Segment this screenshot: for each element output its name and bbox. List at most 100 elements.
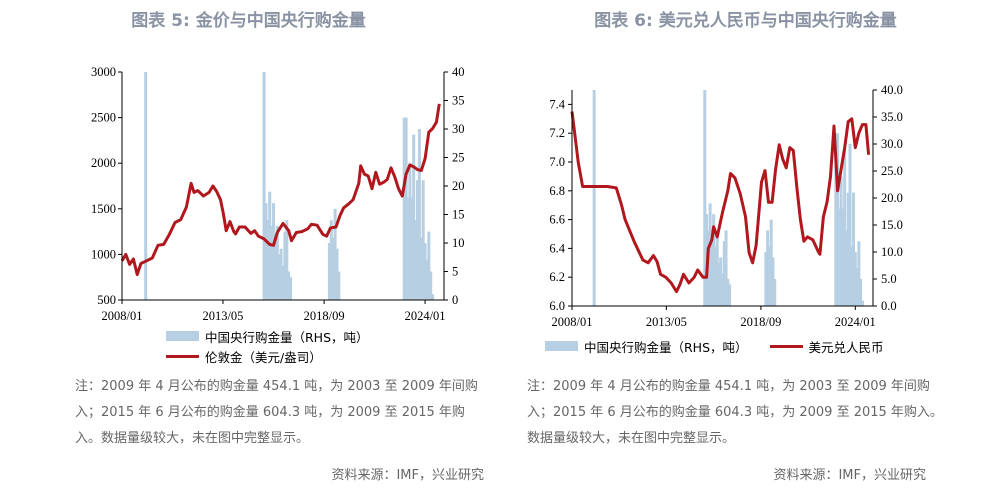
bar-mark: [717, 262, 721, 306]
y-right-tick-label: 40: [452, 65, 465, 79]
y-right-tick-label: 10.0: [881, 245, 903, 259]
legend-swatch-bars: [166, 331, 199, 341]
legend-swatch-line: [769, 344, 803, 348]
y-left-tick-label: 3000: [91, 65, 116, 79]
bar-mark: [724, 230, 728, 306]
y-left-tick-label: 500: [97, 293, 116, 307]
bar-mark: [331, 237, 335, 300]
legend-item-bars: 中国央行购金量（RHS，吨）: [166, 326, 369, 346]
y-left-tick-label: 6.4: [549, 241, 565, 255]
bar-mark: [592, 90, 596, 306]
bar-mark: [275, 225, 279, 300]
chart-title: 图表 5: 金价与中国央行购金量: [131, 11, 366, 31]
bar-mark: [273, 237, 277, 300]
x-tick-label: 2018/09: [304, 309, 345, 323]
y-left-tick-label: 6.0: [549, 299, 565, 313]
bar-mark: [771, 257, 775, 306]
y-right-tick-label: 0.0: [881, 299, 897, 313]
y-right-tick-label: 0: [452, 293, 458, 307]
chart-source: 资料来源：IMF，兴业研究: [773, 468, 926, 483]
chart-note: 注：2009 年 4 月公布的购金量 454.1 吨，为 2003 至 2009…: [527, 379, 943, 446]
bar-mark: [836, 133, 840, 306]
y-right-tick-label: 5: [452, 265, 458, 279]
legend-label-bars: 中国央行购金量（RHS，吨）: [205, 329, 369, 345]
y-left-tick-label: 6.6: [549, 213, 565, 227]
bar-mark: [327, 243, 331, 300]
y-right-tick-label: 15: [452, 208, 465, 222]
bar-mark: [289, 277, 293, 300]
bar-mark: [404, 117, 408, 300]
bar-mark: [421, 180, 425, 300]
bar-mark: [337, 271, 341, 300]
bar-mark: [713, 246, 717, 306]
bar-mark: [855, 268, 859, 306]
chart-panel-usdcny: 图表 6: 美元兑人民币与中国央行购金量 6.0 6.2 6.4 6.6 6.8 7.0 7…: [497, 0, 994, 493]
bar-mark: [848, 144, 852, 306]
chart-source: 资料来源：IMF，兴业研究: [331, 468, 484, 483]
bar-mark: [415, 180, 419, 300]
legend-swatch-bars: [545, 341, 578, 351]
bar-mark: [857, 241, 861, 306]
legend-item-line: 伦敦金（美元/盎司）: [166, 346, 369, 366]
y-right-tick-label: 15.0: [881, 218, 903, 232]
y-left-tick-label: 1500: [91, 202, 116, 216]
bar-mark: [264, 203, 268, 300]
bar-mark: [844, 230, 848, 306]
bar-mark: [766, 230, 770, 306]
bar-mark: [270, 225, 274, 300]
bar-mark: [764, 252, 768, 306]
bar-mark: [841, 208, 845, 306]
bar-mark: [144, 72, 148, 300]
bar-mark: [272, 203, 276, 300]
bar-mark: [412, 134, 416, 300]
bar-mark: [846, 192, 850, 306]
bar-mark: [329, 220, 333, 300]
x-tick-label: 2024/01: [405, 309, 446, 323]
bar-mark: [721, 273, 724, 306]
bar-mark: [712, 214, 716, 306]
y-right-tick-label: 10: [452, 236, 465, 250]
bar-mark: [262, 72, 266, 300]
y-left-tick-label: 6.8: [549, 184, 565, 198]
y-right-tick-label: 25: [452, 151, 465, 165]
bar-mark: [860, 300, 864, 306]
y-right-tick-label: 35.0: [881, 110, 903, 124]
chart-title: 图表 6: 美元兑人民币与中国央行购金量: [594, 11, 897, 31]
bar-mark: [408, 163, 412, 300]
bar-mark: [703, 90, 707, 306]
y-left-tick-label: 7.4: [549, 97, 565, 111]
y-left-tick-label: 1000: [91, 247, 116, 261]
y-right-tick-label: 20: [452, 179, 465, 193]
bar-mark: [266, 220, 270, 300]
line-series: [120, 103, 441, 276]
line-series: [570, 111, 871, 294]
bar-mark: [423, 243, 427, 300]
bar-mark: [283, 231, 287, 300]
x-tick-label: 2013/05: [646, 315, 687, 329]
bar-mark: [722, 241, 726, 306]
bar-mark: [402, 117, 406, 300]
legend-swatch-line: [166, 354, 199, 358]
x-tick-label: 2008/01: [102, 309, 143, 323]
chart-gold-svg: 500 1000 1500 2000 2500 3000 0 5 10 15 20 25 30 35 40 2…: [91, 65, 465, 323]
chart-note: 注：2009 年 4 月公布的购金量 454.1 吨，为 2003 至 2009…: [75, 379, 478, 446]
bar-mark: [710, 235, 714, 306]
bar-mark: [406, 197, 410, 300]
bar-mark: [333, 208, 337, 300]
bar-mark: [852, 192, 856, 306]
y-left-tick-label: 7.0: [549, 155, 565, 169]
bar-mark: [715, 235, 719, 306]
chart-panel-gold: 图表 5: 金价与中国央行购金量 500 1000 1500 2000 2500 3000…: [75, 11, 484, 483]
bar-mark: [425, 260, 429, 300]
x-tick-label: 2024/01: [835, 315, 876, 329]
legend-item-group: 中国央行购金量（RHS，吨） 美元兑人民币: [545, 336, 884, 356]
bar-mark: [853, 252, 857, 306]
bar-mark: [837, 208, 841, 306]
bar-mark: [728, 284, 732, 306]
bar-mark: [417, 129, 421, 300]
x-tick-label: 2008/01: [552, 315, 593, 329]
chart-legend: 中国央行购金量（RHS，吨） 美元兑人民币: [545, 336, 884, 356]
x-tick-label: 2013/05: [202, 309, 243, 323]
bar-mark: [335, 248, 339, 300]
bar-mark: [287, 271, 291, 300]
